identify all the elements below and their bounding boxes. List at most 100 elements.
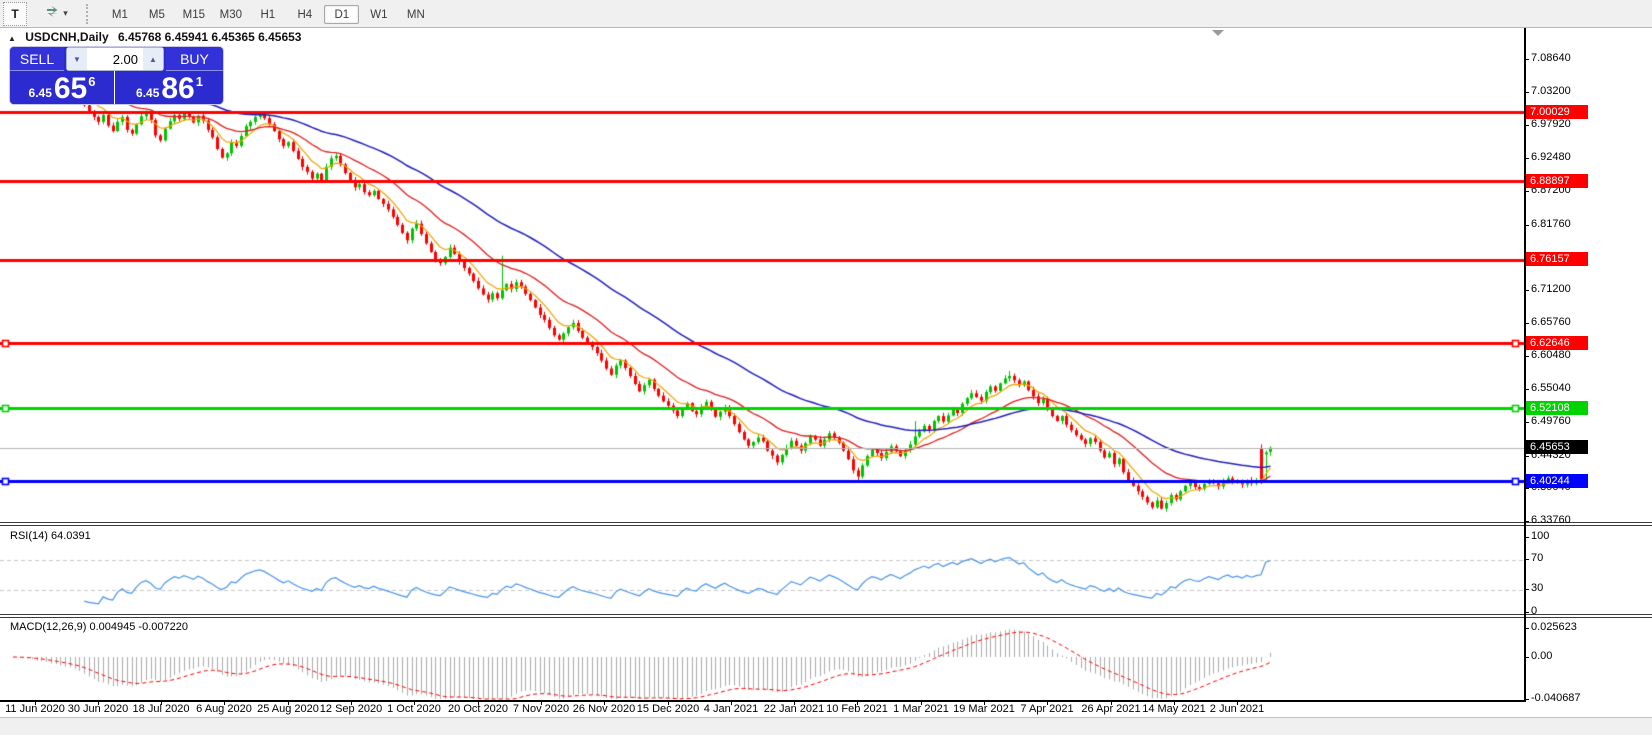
- toolbar-grip: [85, 4, 91, 24]
- timeframe-button-H4[interactable]: H4: [297, 9, 313, 21]
- price-tick-mark: [1524, 521, 1529, 522]
- chevron-down-icon: ▾: [63, 7, 68, 18]
- one-click-trade-panel: SELL ▼ 2.00 ▲ BUY 6.45 65 6 6.45 86 1: [10, 47, 223, 104]
- timeframe-button-D1[interactable]: D1: [324, 5, 360, 24]
- volume-decrease-button[interactable]: ▼: [67, 48, 87, 70]
- price-tick-mark: [1524, 158, 1529, 159]
- timeframe-button-H1[interactable]: H1: [260, 9, 276, 21]
- chart-ohlc-values: 6.45768 6.45941 6.45365 6.45653: [117, 30, 302, 44]
- sell-price-sup: 6: [88, 74, 96, 89]
- date-tick-mark: [668, 702, 669, 705]
- macd-tick-label: 0.00: [1531, 650, 1553, 662]
- price-tick-mark: [1524, 92, 1529, 93]
- date-label: 30 Jun 2020: [67, 703, 129, 715]
- rsi-macd-separator[interactable]: [0, 614, 1652, 618]
- price-tick-label: 6.55040: [1531, 382, 1571, 394]
- date-tick-mark: [731, 702, 732, 705]
- timeframe-button-W1[interactable]: W1: [370, 9, 388, 21]
- price-tick-mark: [1524, 389, 1529, 390]
- macd-tick-label: -0.040687: [1531, 692, 1581, 704]
- price-tick-mark: [1524, 356, 1529, 357]
- rsi-chart-canvas[interactable]: [0, 527, 1524, 614]
- sell-button[interactable]: SELL: [10, 47, 64, 71]
- chart-header: ▲ USDCNH,Daily 6.45768 6.45941 6.45365 6…: [0, 30, 301, 46]
- timeframe-buttons: M1 M5 M15 M30 H1 H4 D1 W1 MN: [101, 5, 434, 24]
- main-rsi-separator[interactable]: [0, 522, 1652, 526]
- date-tick-mark: [984, 702, 985, 705]
- buy-price-sup: 1: [195, 74, 203, 89]
- rsi-tick-mark: [1524, 559, 1529, 560]
- date-tick-mark: [541, 702, 542, 705]
- macd-label: MACD(12,26,9) 0.004945 -0.007220: [10, 621, 188, 633]
- macd-tick-label: 0.025623: [1531, 621, 1577, 633]
- price-line-label: 6.40244: [1526, 474, 1588, 488]
- price-axis-line: [1524, 28, 1526, 700]
- sell-price-display[interactable]: 6.45 65 6: [10, 71, 115, 104]
- buy-button[interactable]: BUY: [166, 47, 223, 71]
- price-tick-mark: [1524, 488, 1529, 489]
- price-tick-label: 6.60480: [1531, 349, 1571, 361]
- date-tick-mark: [1237, 702, 1238, 705]
- date-label: 11 Jun 2020: [5, 703, 65, 715]
- date-label: 18 Jul 2020: [132, 703, 190, 715]
- price-tick-label: 7.03200: [1531, 85, 1571, 97]
- date-tick-mark: [98, 702, 99, 705]
- price-tick-mark: [1524, 191, 1529, 192]
- rsi-tick-mark: [1524, 537, 1529, 538]
- price-tick-label: 7.08640: [1531, 52, 1571, 64]
- text-tool-button[interactable]: T: [3, 2, 27, 26]
- buy-price-big: 86: [161, 72, 195, 105]
- timeframe-button-M1[interactable]: M1: [111, 9, 128, 21]
- macd-tick-mark: [1524, 699, 1529, 700]
- buy-price-main: 6.45: [136, 86, 160, 100]
- date-tick-mark: [857, 702, 858, 705]
- date-label: 6 Aug 2020: [196, 703, 252, 715]
- volume-input[interactable]: 2.00: [112, 52, 138, 67]
- macd-tick-mark: [1524, 628, 1529, 629]
- date-label: 10 Feb 2021: [826, 703, 888, 715]
- price-tick-mark: [1524, 323, 1529, 324]
- timeframe-button-MN[interactable]: MN: [406, 9, 425, 21]
- price-tick-label: 6.33760: [1531, 514, 1571, 526]
- price-line-label: 6.62646: [1526, 336, 1588, 350]
- date-label: 7 Nov 2020: [512, 703, 570, 715]
- date-label: 14 May 2021: [1142, 703, 1206, 715]
- rsi-tick-mark: [1524, 589, 1529, 590]
- price-tick-label: 6.92480: [1531, 151, 1571, 163]
- macd-chart-canvas[interactable]: [0, 618, 1524, 700]
- swap-arrows-icon: [45, 5, 60, 21]
- volume-increase-button[interactable]: ▲: [143, 48, 163, 70]
- rsi-tick-label: 0: [1531, 605, 1538, 617]
- date-label: 4 Jan 2021: [703, 703, 759, 715]
- timeframe-button-M5[interactable]: M5: [148, 9, 165, 21]
- price-tick-label: 6.65760: [1531, 316, 1571, 328]
- swap-arrows-button[interactable]: ▾: [39, 2, 73, 24]
- rsi-tick-label: 70: [1531, 552, 1544, 564]
- toolbar: T ▾ M1 M5 M15 M30 H1 H4 D1 W1 MN: [0, 0, 1652, 28]
- date-label: 20 Oct 2020: [448, 703, 508, 715]
- chart-shift-marker[interactable]: [1212, 30, 1224, 36]
- timeframe-button-M30[interactable]: M30: [219, 9, 243, 21]
- date-label: 1 Mar 2021: [893, 703, 949, 715]
- buy-price-display[interactable]: 6.45 86 1: [117, 71, 222, 104]
- date-tick-mark: [414, 702, 415, 705]
- date-tick-mark: [604, 702, 605, 705]
- sell-price-big: 65: [53, 72, 88, 105]
- collapse-triangle-icon[interactable]: ▲: [8, 34, 16, 43]
- date-tick-mark: [1111, 702, 1112, 705]
- rsi-tick-label: 100: [1531, 530, 1550, 542]
- date-label: 19 Mar 2021: [953, 703, 1015, 715]
- volume-spinner: ▼ 2.00 ▲: [66, 47, 164, 71]
- price-tick-mark: [1524, 225, 1529, 226]
- status-strip: [0, 717, 1652, 735]
- price-tick-mark: [1524, 125, 1529, 126]
- timeframe-button-M15[interactable]: M15: [182, 9, 206, 21]
- main-chart-canvas[interactable]: [0, 28, 1524, 523]
- date-tick-mark: [224, 702, 225, 705]
- price-line-label: 6.52108: [1526, 401, 1588, 415]
- date-label: 2 Jun 2021: [1209, 703, 1265, 715]
- price-line-label: 7.00029: [1526, 105, 1588, 119]
- date-label: 26 Apr 2021: [1081, 703, 1141, 715]
- rsi-label: RSI(14) 64.0391: [10, 530, 91, 542]
